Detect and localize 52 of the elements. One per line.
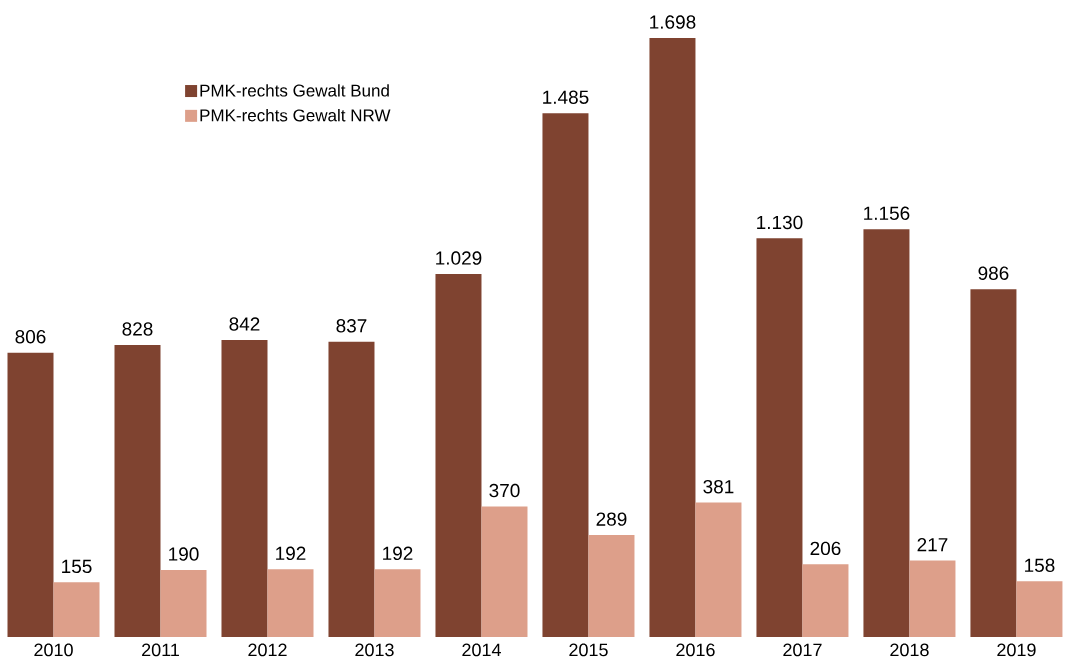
x-tick-label: 2019 (997, 643, 1036, 657)
bar (374, 569, 421, 637)
data-label: 289 (596, 512, 627, 526)
data-label: 217 (917, 537, 948, 552)
bar (1016, 581, 1063, 637)
bar (114, 344, 161, 637)
data-label: 190 (169, 547, 199, 561)
x-tick-label: 2015 (569, 643, 608, 657)
data-label: 1.698 (650, 15, 696, 29)
bar (542, 113, 589, 637)
bar (649, 37, 696, 637)
x-tick-label: 2017 (783, 643, 822, 657)
data-label: 1.485 (543, 90, 589, 104)
bar (756, 238, 803, 637)
bar (909, 560, 956, 637)
data-label: 1.029 (436, 251, 482, 265)
bar (267, 569, 314, 637)
data-label: 206 (810, 541, 841, 556)
x-tick-label: 2016 (676, 643, 715, 657)
bar (481, 506, 528, 637)
x-tick-label: 2012 (248, 643, 287, 657)
data-label: 192 (383, 546, 413, 561)
bar (863, 229, 910, 637)
data-label: 370 (489, 483, 520, 498)
data-label: 806 (15, 330, 46, 344)
legend-label: PMK-rechts Gewalt NRW (200, 108, 391, 122)
bar (328, 341, 375, 637)
data-label: 842 (229, 317, 260, 331)
bar (802, 564, 849, 637)
bar (970, 289, 1017, 637)
bar (7, 352, 54, 637)
data-label: 192 (276, 546, 306, 561)
data-label: 837 (336, 319, 367, 333)
data-label: 1.130 (757, 215, 803, 230)
data-label: 1.156 (864, 206, 910, 220)
x-tick-label: 2010 (34, 643, 73, 657)
data-label: 158 (1025, 558, 1055, 573)
bar (221, 339, 268, 637)
data-label: 155 (62, 559, 92, 574)
bar (160, 569, 207, 637)
bar (588, 535, 635, 637)
data-label: 986 (978, 266, 1009, 280)
x-tick-label: 2013 (355, 643, 394, 657)
bar (53, 582, 100, 637)
data-label: 381 (703, 479, 734, 494)
x-tick-label: 2011 (142, 643, 179, 657)
x-tick-label: 2014 (462, 643, 501, 657)
data-label: 828 (122, 322, 153, 336)
x-tick-label: 2018 (890, 643, 929, 657)
bar (435, 273, 482, 637)
bar (695, 502, 742, 637)
legend-label: PMK-rechts Gewalt Bund (200, 84, 389, 97)
